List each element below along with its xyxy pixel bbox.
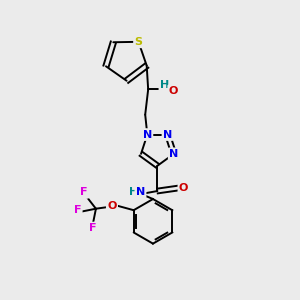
Text: O: O [107,201,117,211]
Text: N: N [163,130,172,140]
Text: O: O [169,86,178,96]
Text: F: F [80,188,88,197]
Text: S: S [134,37,142,47]
Text: F: F [89,223,97,233]
Text: N: N [136,187,145,196]
Text: N: N [143,130,152,140]
Text: O: O [179,183,188,193]
Text: H: H [160,80,169,90]
Text: N: N [169,149,178,159]
Text: H: H [129,187,138,196]
Text: F: F [74,205,81,215]
